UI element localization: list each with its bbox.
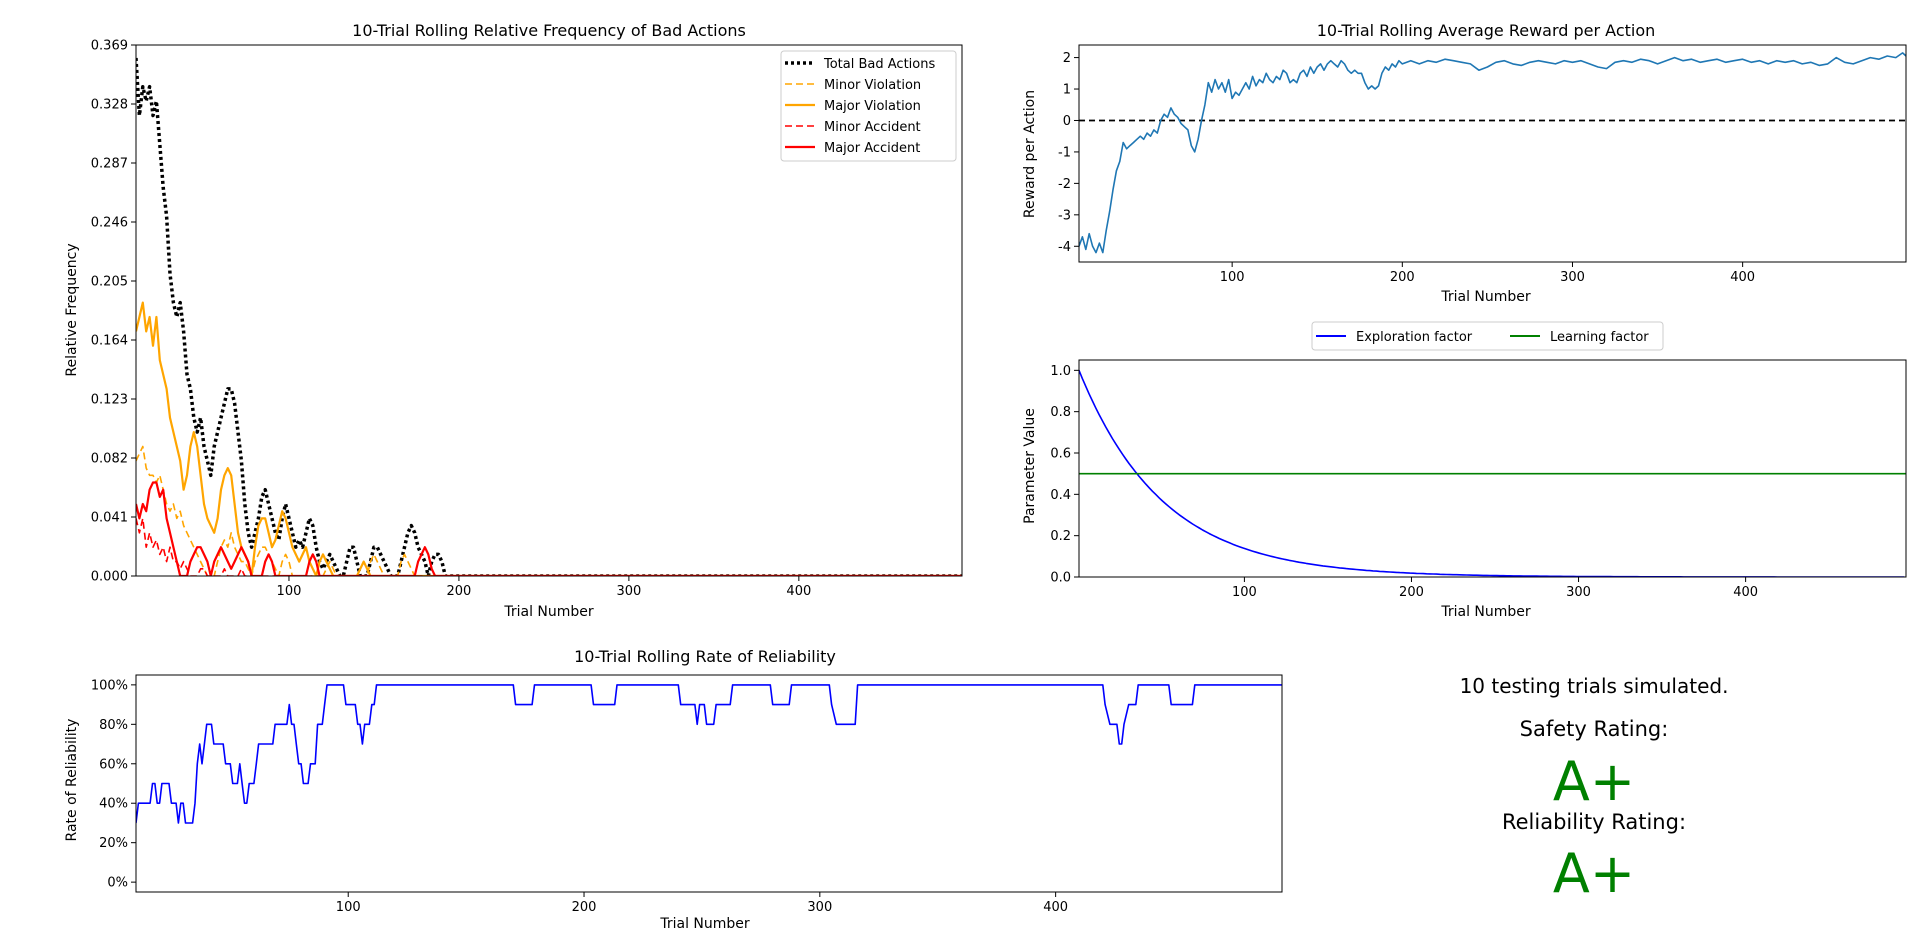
- legend-label: Minor Accident: [824, 120, 921, 135]
- y-tick-label: 40%: [99, 797, 128, 812]
- series-line-major-violation: [136, 301, 962, 576]
- series-line-major-accident: [136, 481, 962, 576]
- legend-label: Major Accident: [824, 141, 920, 156]
- reliability-rating-label: Reliability Rating:: [1502, 810, 1686, 834]
- parameters-xlabel: Trial Number: [1440, 604, 1531, 620]
- safety-rating-grade: A+: [1553, 750, 1635, 813]
- x-tick-label: 300: [807, 900, 832, 915]
- plot-area: [1079, 52, 1906, 254]
- y-tick-label: 0: [1063, 114, 1071, 129]
- legend-label: Minor Violation: [824, 78, 921, 93]
- y-tick-label: 0.000: [91, 570, 128, 585]
- reliability-rating-grade: A+: [1553, 842, 1635, 905]
- y-tick-label: 0.4: [1050, 488, 1071, 503]
- y-tick-label: 80%: [99, 718, 128, 733]
- series-line-reward: [1079, 52, 1906, 254]
- plot-area: [1079, 369, 1906, 577]
- legend-label: Total Bad Actions: [823, 57, 935, 72]
- y-tick-label: 0.8: [1050, 405, 1071, 420]
- series-line-minor-accident: [136, 517, 962, 576]
- y-tick-label: 1.0: [1050, 364, 1071, 379]
- y-tick-label: 0.041: [91, 511, 128, 526]
- series-line-total-bad-actions: [136, 57, 962, 576]
- bad-actions-xlabel: Trial Number: [503, 604, 594, 620]
- bad-actions-ylabel: Relative Frequency: [64, 243, 80, 376]
- y-tick-label: -3: [1058, 208, 1071, 223]
- x-tick-label: 100: [1232, 585, 1257, 600]
- y-tick-label: 0.0: [1050, 571, 1071, 586]
- plot-frame: [1078, 359, 1907, 578]
- plot-frame: [1078, 44, 1907, 263]
- x-tick-label: 400: [1043, 900, 1068, 915]
- legend-label: Major Violation: [824, 99, 921, 114]
- y-tick-label: 100%: [91, 678, 128, 693]
- x-tick-label: 400: [1730, 270, 1755, 285]
- y-tick-label: 0.082: [91, 452, 128, 467]
- reliability-chart: 10-Trial Rolling Rate of Reliability Tri…: [64, 647, 1283, 932]
- y-tick-label: 0.2: [1050, 529, 1071, 544]
- reward-ylabel: Reward per Action: [1022, 90, 1038, 218]
- trials-simulated-message: 10 testing trials simulated.: [1460, 674, 1729, 698]
- y-tick-label: -2: [1058, 177, 1071, 192]
- x-tick-label: 300: [616, 584, 641, 599]
- y-tick-label: 60%: [99, 757, 128, 772]
- x-tick-label: 200: [447, 584, 472, 599]
- parameters-ylabel: Parameter Value: [1022, 408, 1038, 524]
- plot-frame: [135, 674, 1283, 893]
- plot-area: [136, 684, 1282, 824]
- bad-actions-title: 10-Trial Rolling Relative Frequency of B…: [352, 21, 746, 40]
- bad-actions-chart: 10-Trial Rolling Relative Frequency of B…: [64, 21, 963, 620]
- y-tick-label: -4: [1058, 240, 1071, 255]
- reward-title: 10-Trial Rolling Average Reward per Acti…: [1317, 21, 1656, 40]
- y-tick-label: 0.205: [91, 275, 128, 290]
- x-tick-label: 100: [277, 584, 302, 599]
- y-tick-label: 0%: [107, 876, 128, 891]
- plot-frame: [135, 44, 963, 577]
- y-tick-label: 0.246: [91, 216, 128, 231]
- x-tick-label: 200: [1399, 585, 1424, 600]
- reliability-title: 10-Trial Rolling Rate of Reliability: [574, 647, 836, 666]
- reliability-ylabel: Rate of Reliability: [64, 719, 80, 842]
- reward-chart: 10-Trial Rolling Average Reward per Acti…: [1022, 21, 1907, 305]
- series-line-reliability: [136, 684, 1282, 824]
- x-tick-label: 100: [1220, 270, 1245, 285]
- legend-label-exploration: Exploration factor: [1356, 330, 1473, 345]
- y-tick-label: 20%: [99, 836, 128, 851]
- y-tick-label: 0.328: [91, 98, 128, 113]
- y-tick-label: 0.123: [91, 393, 128, 408]
- parameters-chart: Exploration factor Learning factor Trial…: [1022, 321, 1907, 620]
- plot-area: [136, 57, 962, 576]
- x-tick-label: 200: [1390, 270, 1415, 285]
- reliability-xlabel: Trial Number: [659, 916, 750, 932]
- legend-box: [1311, 321, 1664, 351]
- y-tick-label: 1: [1063, 83, 1071, 98]
- bad-actions-legend: Total Bad Actions Minor Violation Major Vi…: [780, 50, 957, 162]
- legend-label-learning: Learning factor: [1550, 330, 1649, 345]
- parameters-legend: Exploration factor Learning factor: [1311, 321, 1664, 351]
- series-line-minor-violation: [136, 445, 962, 576]
- x-tick-label: 300: [1566, 585, 1591, 600]
- x-tick-label: 200: [572, 900, 597, 915]
- ratings-panel: 10 testing trials simulated. Safety Rati…: [1460, 674, 1729, 905]
- reward-xlabel: Trial Number: [1440, 289, 1531, 305]
- legend-box: [780, 50, 957, 162]
- y-tick-label: -1: [1058, 145, 1071, 160]
- y-tick-label: 0.6: [1050, 447, 1071, 462]
- y-tick-label: 2: [1063, 51, 1071, 66]
- y-tick-label: 0.287: [91, 157, 128, 172]
- x-tick-label: 400: [1733, 585, 1758, 600]
- y-tick-label: 0.369: [91, 39, 128, 54]
- x-tick-label: 100: [336, 900, 361, 915]
- x-tick-label: 400: [786, 584, 811, 599]
- x-tick-label: 300: [1560, 270, 1585, 285]
- y-tick-label: 0.164: [91, 334, 128, 349]
- safety-rating-label: Safety Rating:: [1520, 717, 1669, 741]
